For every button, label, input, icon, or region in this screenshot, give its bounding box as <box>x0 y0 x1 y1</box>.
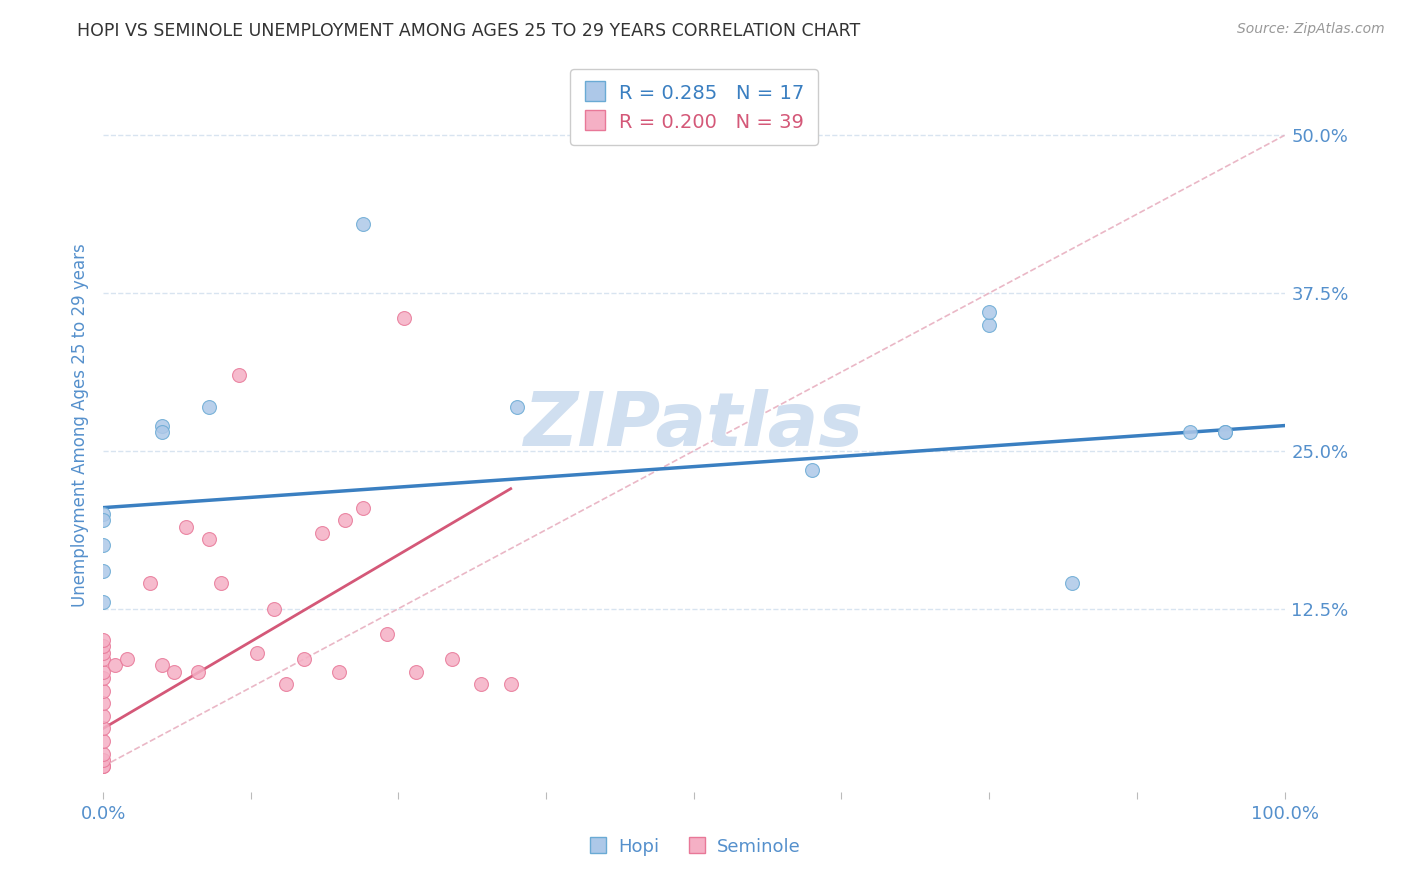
Point <box>163 665 186 679</box>
Point <box>352 500 374 515</box>
Point <box>91 595 114 609</box>
Point <box>311 525 333 540</box>
Point <box>405 665 427 679</box>
Y-axis label: Unemployment Among Ages 25 to 29 years: Unemployment Among Ages 25 to 29 years <box>72 244 89 607</box>
Point <box>499 677 522 691</box>
Point <box>91 646 114 660</box>
Point <box>91 747 114 761</box>
Point <box>209 576 232 591</box>
Point <box>91 759 114 773</box>
Point <box>440 652 463 666</box>
Point <box>1215 425 1237 439</box>
Point <box>91 539 114 553</box>
Point <box>187 665 209 679</box>
Text: ZIPatlas: ZIPatlas <box>524 389 863 462</box>
Point <box>979 305 1001 319</box>
Point <box>91 753 114 767</box>
Point <box>91 640 114 654</box>
Point <box>91 507 114 521</box>
Point <box>335 513 357 527</box>
Point <box>276 677 298 691</box>
Legend: R = 0.285   N = 17, R = 0.200   N = 39: R = 0.285 N = 17, R = 0.200 N = 39 <box>569 70 817 145</box>
Point <box>104 658 127 673</box>
Point <box>228 368 250 383</box>
Point <box>1060 576 1083 591</box>
Point <box>505 400 527 414</box>
Point <box>394 311 416 326</box>
Point <box>1178 425 1201 439</box>
Point <box>115 652 138 666</box>
Point <box>800 463 823 477</box>
Point <box>91 564 114 578</box>
Point <box>150 418 173 433</box>
Point <box>91 722 114 736</box>
Point <box>470 677 492 691</box>
Point <box>91 671 114 685</box>
Point <box>150 425 173 439</box>
Point <box>91 759 114 773</box>
Point <box>375 627 398 641</box>
Point <box>246 646 269 660</box>
Point <box>139 576 162 591</box>
Point <box>979 318 1001 332</box>
Point <box>1215 425 1237 439</box>
Text: Source: ZipAtlas.com: Source: ZipAtlas.com <box>1237 22 1385 37</box>
Point <box>292 652 315 666</box>
Point <box>198 400 221 414</box>
Point <box>150 658 173 673</box>
Point <box>174 519 197 533</box>
Point <box>91 665 114 679</box>
Point <box>91 652 114 666</box>
Point <box>328 665 350 679</box>
Point <box>91 633 114 648</box>
Text: HOPI VS SEMINOLE UNEMPLOYMENT AMONG AGES 25 TO 29 YEARS CORRELATION CHART: HOPI VS SEMINOLE UNEMPLOYMENT AMONG AGES… <box>77 22 860 40</box>
Point <box>91 513 114 527</box>
Point <box>198 532 221 546</box>
Point <box>263 601 285 615</box>
Point <box>91 683 114 698</box>
Point <box>91 734 114 748</box>
Point <box>91 696 114 710</box>
Point <box>352 217 374 231</box>
Point <box>91 709 114 723</box>
